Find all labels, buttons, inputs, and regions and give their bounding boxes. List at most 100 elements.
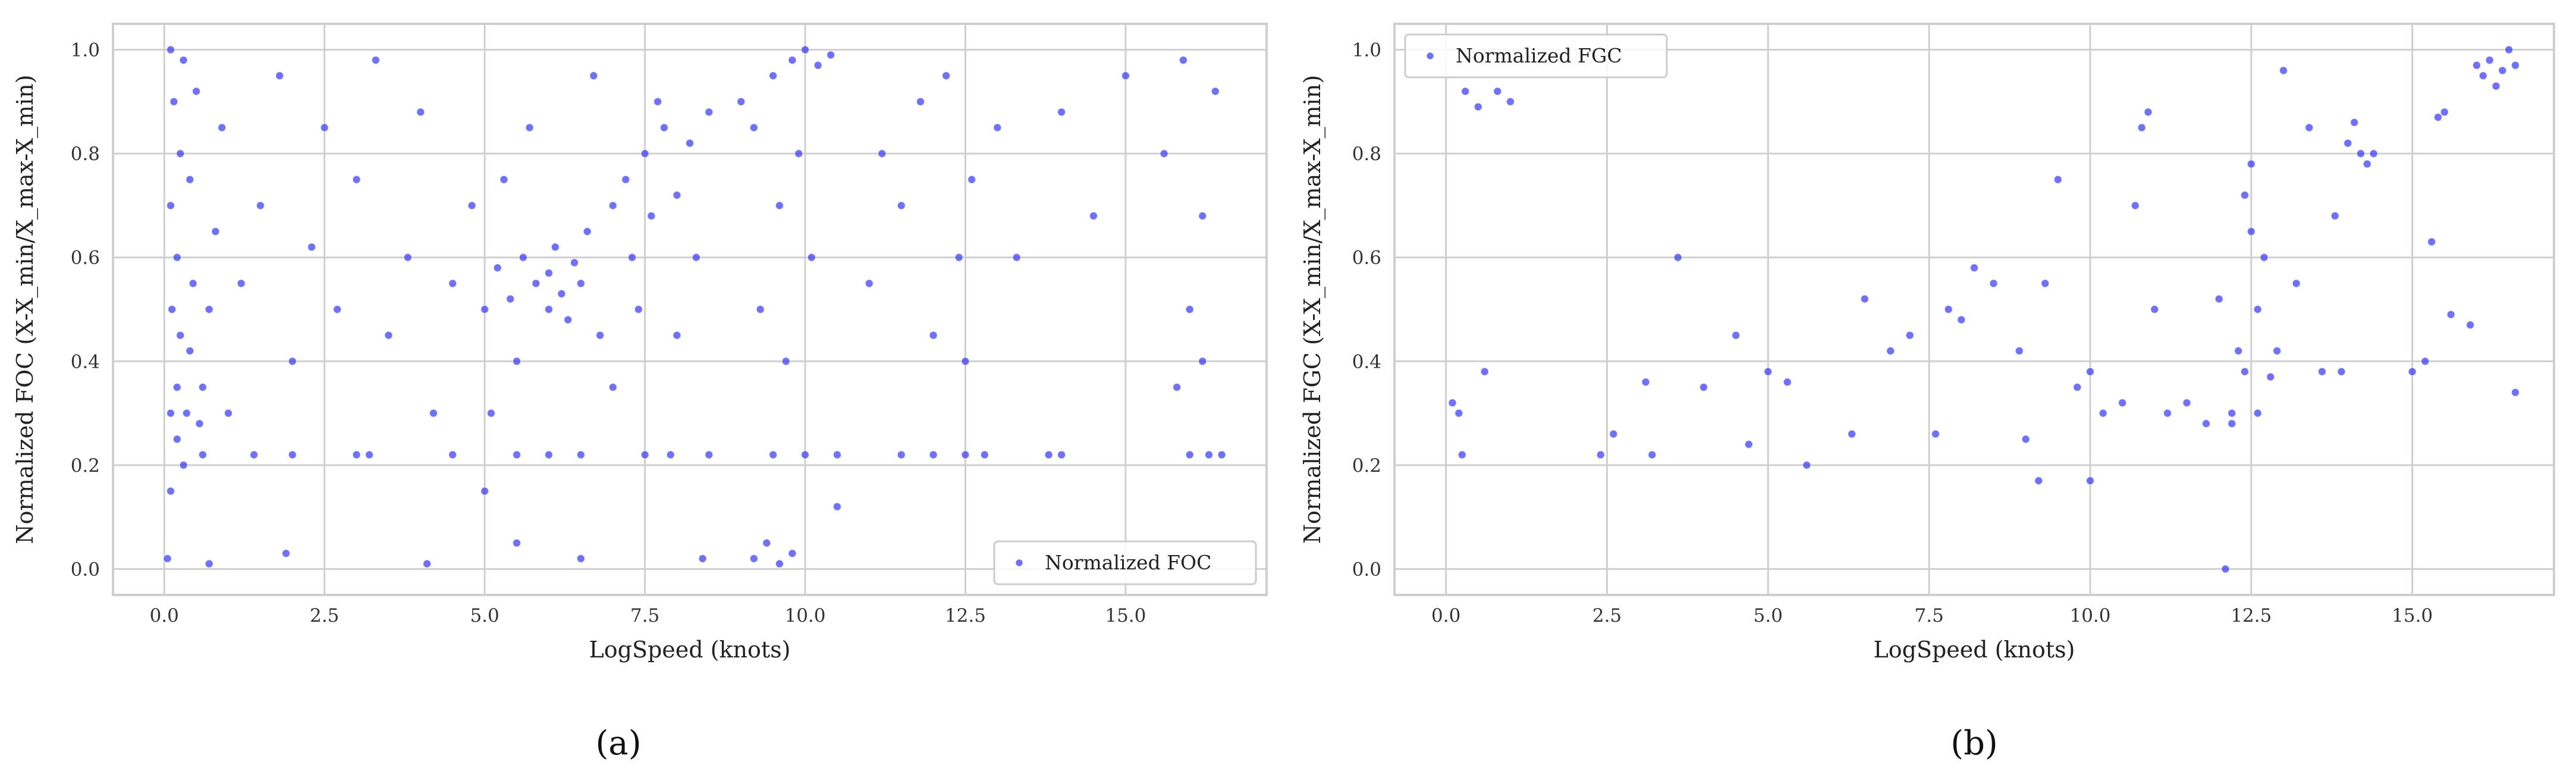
- data-point: [176, 149, 185, 158]
- data-point: [634, 305, 643, 314]
- x-tick-label: 5.0: [470, 605, 499, 626]
- data-point: [961, 450, 970, 459]
- data-point: [333, 305, 342, 314]
- data-point: [1609, 430, 1618, 438]
- data-point: [544, 305, 554, 314]
- data-point: [673, 190, 681, 200]
- plot-frame-b: [1393, 23, 2555, 596]
- data-point: [2144, 108, 2153, 117]
- data-point: [756, 305, 765, 314]
- data-point: [2279, 66, 2288, 75]
- legend-box-b: [1404, 33, 1668, 79]
- y-tick-label: 0.6: [1352, 247, 1381, 269]
- data-point: [749, 554, 758, 563]
- data-point: [1673, 253, 1682, 262]
- data-point: [2201, 419, 2211, 428]
- data-point: [224, 409, 233, 418]
- data-point: [768, 71, 778, 80]
- panel-label-a: (a): [595, 724, 641, 763]
- data-point: [1905, 331, 1914, 340]
- scatter-points-a: [163, 45, 1226, 568]
- scatter-points-b: [1448, 45, 2520, 574]
- data-point: [705, 108, 714, 117]
- y-tick-label: 0.8: [71, 143, 100, 165]
- data-point: [195, 419, 204, 428]
- data-point: [737, 97, 746, 106]
- data-point: [1744, 440, 1753, 449]
- data-point: [788, 55, 797, 65]
- x-tick-label: 7.5: [1915, 605, 1944, 626]
- data-point: [2472, 61, 2481, 70]
- data-point: [1012, 253, 1021, 262]
- data-point: [320, 123, 329, 132]
- y-axis-label-a: Normalized FOC (X-X_min/X_max-X_min): [12, 75, 39, 544]
- data-point: [2369, 149, 2378, 158]
- data-point: [833, 502, 842, 511]
- data-point: [2247, 227, 2255, 236]
- data-point: [2350, 118, 2359, 127]
- data-point: [1474, 102, 1482, 111]
- data-point: [1648, 450, 1657, 459]
- data-point: [1457, 450, 1466, 459]
- data-point: [621, 175, 630, 184]
- data-point: [256, 201, 265, 210]
- data-point: [2317, 367, 2327, 376]
- data-point: [576, 554, 585, 563]
- data-point: [179, 55, 188, 65]
- data-point: [365, 450, 374, 459]
- data-point: [532, 279, 541, 288]
- data-point: [1732, 331, 1741, 340]
- panel-a: 0.0 2.5 5.0 7.5 10.0 12.5 15.0 0.0 0.2 0.4 0.6 0.8…: [12, 23, 1268, 763]
- data-point: [1185, 305, 1194, 314]
- data-point: [403, 253, 412, 262]
- data-point: [2421, 357, 2430, 366]
- x-tick-label: 12.5: [945, 605, 986, 626]
- data-point: [198, 450, 207, 459]
- data-point: [2511, 388, 2520, 397]
- data-point: [1641, 378, 1650, 387]
- data-point: [512, 450, 522, 459]
- data-point: [1044, 450, 1053, 459]
- data-point: [897, 450, 906, 459]
- data-point: [1802, 460, 1811, 469]
- data-point: [775, 201, 784, 210]
- data-point: [2427, 237, 2436, 246]
- data-point: [205, 305, 213, 314]
- data-point: [929, 331, 938, 340]
- data-point: [878, 149, 887, 158]
- data-point: [807, 253, 816, 262]
- x-ticks-b: 0.0 2.5 5.0 7.5 10.0 12.5 15.0: [1431, 605, 2433, 626]
- data-point: [166, 487, 175, 496]
- data-point: [512, 538, 522, 547]
- y-axis-label-b: Normalized FGC (X-X_min/X_max-X_min): [1299, 75, 1326, 544]
- data-point: [448, 450, 457, 459]
- data-point: [166, 45, 175, 54]
- data-point: [1480, 367, 1489, 376]
- data-point: [833, 450, 842, 459]
- data-point: [500, 175, 508, 184]
- data-point: [2273, 346, 2282, 355]
- data-point: [673, 331, 681, 340]
- data-point: [794, 149, 803, 158]
- data-point: [961, 357, 970, 366]
- data-point: [570, 258, 579, 267]
- y-tick-label: 0.0: [1352, 559, 1381, 580]
- grid-a: [113, 24, 1267, 595]
- data-point: [2478, 71, 2487, 80]
- data-point: [2498, 66, 2507, 75]
- data-point: [2305, 123, 2314, 132]
- data-point: [172, 383, 181, 392]
- data-point: [2440, 108, 2449, 117]
- data-point: [281, 549, 291, 558]
- data-point: [775, 559, 784, 568]
- x-ticks-a: 0.0 2.5 5.0 7.5 10.0 12.5 15.0: [150, 605, 1146, 626]
- x-tick-label: 10.0: [2069, 605, 2110, 626]
- data-point: [512, 357, 522, 366]
- data-point: [163, 554, 172, 563]
- data-point: [551, 243, 560, 252]
- data-point: [2240, 367, 2250, 376]
- data-point: [422, 559, 432, 568]
- data-point: [2053, 175, 2062, 184]
- data-point: [1160, 149, 1168, 158]
- data-point: [467, 201, 476, 210]
